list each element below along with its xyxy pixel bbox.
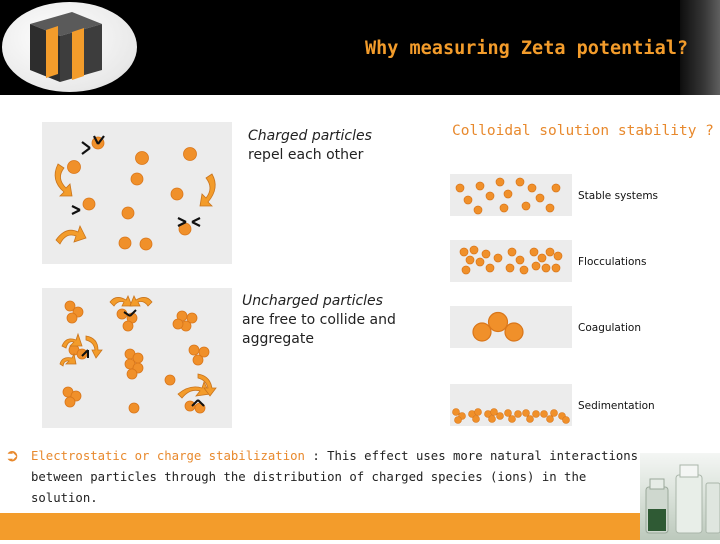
page-title: Why measuring Zeta potential? [364,38,688,59]
sedimentation-diagram [452,408,570,424]
charged-particles-panel [42,122,232,264]
header-decoration [680,0,720,95]
lab-vials-photo [640,453,720,540]
stability-item-flocculations: Flocculations [578,256,647,268]
instrument-logo-icon [30,12,102,82]
flocculations-diagram [459,245,563,275]
stability-item-sedimentation: Sedimentation [578,400,655,412]
uncharged-particles-subtitle-line1: are free to collide and [242,312,396,328]
uncharged-particles-subtitle-line2: aggregate [242,331,314,347]
stability-item-stable: Stable systems [578,190,659,202]
logo [2,2,137,92]
stable-systems-diagram [455,177,561,215]
charged-particles-subtitle: repel each other [248,147,364,163]
flocculations-panel [450,240,572,282]
coagulation-panel [450,306,572,348]
coagulation-diagram [472,311,524,342]
uncharged-particles-title: Uncharged particles [242,293,383,309]
stable-systems-panel [450,174,572,216]
body-highlight: Electrostatic or charge stabilization [31,449,305,463]
body-line2: between particles through the distributi… [31,470,587,505]
body-line1-rest: : This effect uses more natural interact… [304,449,639,463]
uncharged-particles-diagram [59,295,217,414]
charged-particles-diagram [54,135,216,251]
uncharged-particles-panel [42,288,232,428]
footer-bar [0,513,720,540]
charged-particles-label: Charged particles repel each other [248,127,372,165]
charged-particles-title: Charged particles [248,128,372,144]
sedimentation-panel [450,384,572,426]
bullet-arrow-icon: ➲ [5,446,20,466]
vials-icon [645,464,720,534]
body-paragraph: Electrostatic or charge stabilization : … [31,446,651,509]
uncharged-particles-label: Uncharged particles are free to collide … [242,292,396,349]
stability-title: Colloidal solution stability ? [452,123,714,139]
stability-item-coagulation: Coagulation [578,322,641,334]
header-band: Why measuring Zeta potential? [0,0,720,95]
